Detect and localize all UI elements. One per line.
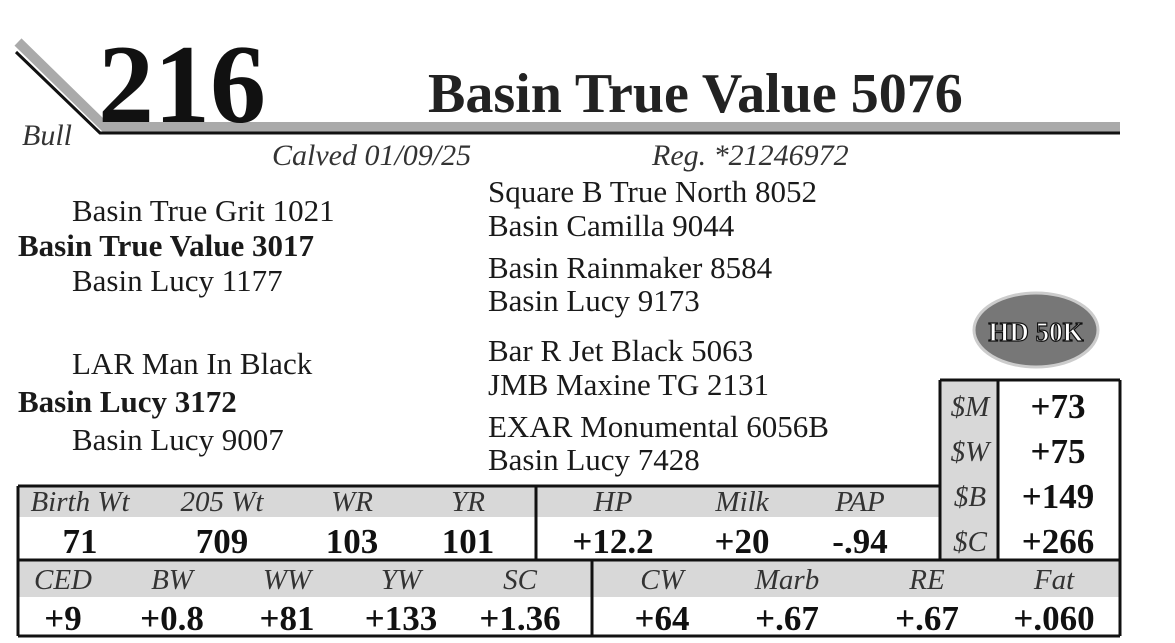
grandparent: JMB Maxine TG 2131 [488,367,769,402]
epd-value: +9 [44,599,81,638]
epd-value: +1.36 [479,599,560,638]
grandparent: Basin Camilla 9044 [488,208,735,243]
epd-value: +64 [635,599,690,638]
perf-value: +20 [715,522,770,561]
epd-header: WW [263,564,314,596]
grandparent: Bar R Jet Black 5063 [488,333,753,368]
perf-header: WR [331,486,373,518]
perf-header: 205 Wt [181,486,265,518]
index-value: +149 [1022,477,1094,516]
header-band [18,561,1120,597]
badge: HD 50K [972,291,1100,369]
perf-value: 101 [442,522,495,561]
index-label: $W [951,436,993,468]
perf-header: HP [593,486,633,518]
perf-value: -.94 [832,522,887,561]
perf-header: PAP [834,486,884,518]
perf-value: +12.2 [572,522,653,561]
grandparent: Basin Rainmaker 8584 [488,250,773,285]
sire: Basin True Value 3017 [18,228,314,263]
index-label: $M [951,391,992,423]
grandparent: Basin Lucy 7428 [488,442,700,477]
index-label-band [941,381,999,560]
calved: Calved 01/09/25 [272,139,471,172]
epd-header: RE [908,564,945,596]
index-value: +266 [1022,522,1094,561]
header-band [18,487,940,517]
epd-header: SC [503,564,538,596]
perf-value: 709 [196,522,249,561]
tables: Birth Wt 71 205 Wt 709 WR 103 YR 101 HP +12.2 Milk… [16,378,1122,638]
dam-dam: Basin Lucy 9007 [72,422,284,457]
header-rule-gray [14,38,1120,132]
epd-value: +0.8 [140,599,204,638]
perf-value: 103 [326,522,379,561]
epd-value: +.67 [755,599,819,638]
sire-sire: Basin True Grit 1021 [72,193,335,228]
dam-sire: LAR Man In Black [72,346,313,381]
epd-header: BW [151,564,196,596]
index-label: $C [953,526,988,558]
epd-value: +133 [365,599,437,638]
perf-header: Milk [714,486,769,518]
registration: Reg. *21246972 [651,139,849,172]
header-rule [14,50,1120,135]
epd-header: Fat [1033,564,1075,596]
grandparent: Square B True North 8052 [488,174,817,209]
index-label: $B [954,481,987,513]
grandparent: Basin Lucy 9173 [488,283,700,318]
epd-value: +81 [260,599,315,638]
epd-header: CW [640,564,686,596]
epd-value: +.060 [1013,599,1094,638]
badge-shape [972,291,1100,369]
epd-header: CED [34,564,92,596]
perf-value: 71 [63,522,98,561]
index-value: +73 [1031,387,1086,426]
lot-number: 216 [98,23,266,147]
epd-header: Marb [754,564,819,596]
epd-header: YW [381,564,424,596]
sire-dam: Basin Lucy 1177 [72,263,283,298]
badge-text: HD 50K [988,317,1083,347]
perf-header: YR [451,486,485,518]
index-value: +75 [1031,432,1086,471]
grandparent: EXAR Monumental 6056B [488,409,829,444]
sex: Bull [22,119,72,152]
dam: Basin Lucy 3172 [18,384,237,419]
animal-name: Basin True Value 5076 [428,63,963,125]
perf-header: Birth Wt [30,486,130,518]
epd-value: +.67 [895,599,959,638]
